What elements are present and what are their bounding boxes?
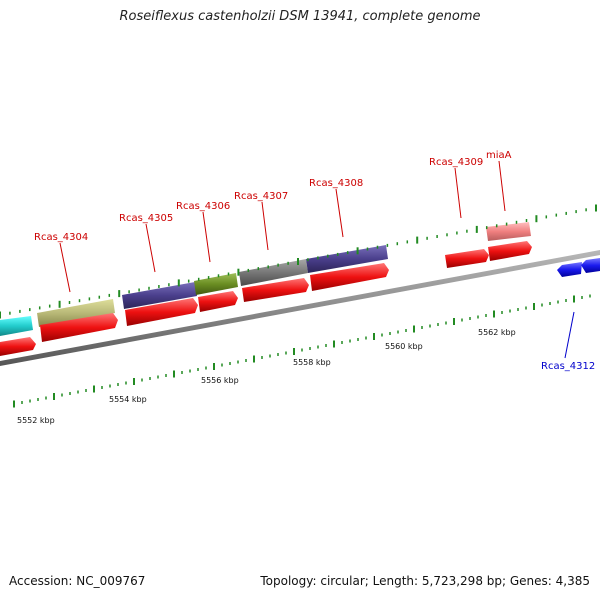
gene-arrow: [581, 258, 600, 273]
topology-footer: Topology: circular; Length: 5,723,298 bp…: [260, 574, 590, 588]
gene-label-rcas-4309[interactable]: Rcas_4309: [429, 157, 483, 168]
gene-arrow-rcas-4312: [557, 262, 582, 277]
feature-bar-rcas-4306: [194, 273, 238, 295]
map-title: Roseiflexus castenholzii DSM 13941, comp…: [119, 9, 481, 24]
scale-label-5556: 5556 kbp: [201, 376, 239, 385]
gene-label-leaders: [59, 160, 575, 359]
gene-label-rcas-4307[interactable]: Rcas_4307: [234, 191, 288, 202]
gene-label-rcas-4304[interactable]: Rcas_4304: [34, 232, 88, 243]
scale-label-5554: 5554 kbp: [109, 395, 147, 404]
scale-label-5560: 5560 kbp: [385, 342, 423, 351]
leader-rcas-4305: [145, 223, 156, 273]
gene-label-rcas-4306[interactable]: Rcas_4306: [176, 201, 230, 212]
leader-rcas-4304: [59, 242, 71, 293]
scale-tick-track: [13, 294, 591, 408]
leader-rcas-4309: [454, 167, 462, 219]
gene-arrow: [310, 263, 389, 291]
gene-label-rcas-4312[interactable]: Rcas_4312: [541, 361, 595, 372]
gene-arrow: [445, 249, 489, 268]
feature-bar-rcas-4307: [239, 259, 308, 286]
gene-arrow: [125, 298, 198, 326]
gene-arrow: [0, 337, 36, 356]
gene-label-rcas-4308[interactable]: Rcas_4308: [309, 178, 363, 189]
gene-label-miaa[interactable]: miaA: [486, 150, 512, 161]
scale-label-5558: 5558 kbp: [293, 358, 331, 367]
gene-arrow: [488, 241, 532, 261]
leader-rcas-4307: [261, 201, 269, 251]
feature-bar-miaa: [486, 222, 531, 241]
reverse-gene-track: [557, 258, 600, 277]
scale-label-5562: 5562 kbp: [478, 328, 516, 337]
scale-label-5552: 5552 kbp: [17, 416, 55, 425]
gene-label-rcas-4305[interactable]: Rcas_4305: [119, 213, 173, 224]
gene-arrow: [242, 278, 309, 302]
feature-bar-khaki: [37, 299, 115, 327]
gene-arrow: [40, 313, 118, 342]
feature-bar-rcas-4305: [122, 282, 197, 309]
feature-bar-cyan: [0, 316, 33, 336]
genome-backbone: [0, 250, 600, 366]
leader-rcas-4308: [335, 188, 344, 238]
gene-arrow: [198, 291, 238, 312]
gene-arrow-track: [0, 241, 532, 356]
minor-tick-track-top: [0, 204, 597, 319]
feature-bar-rcas-4308: [306, 245, 388, 273]
leader-rcas-4312: [564, 311, 575, 359]
accession-footer: Accession: NC_009767: [9, 574, 146, 588]
leader-miaa: [498, 160, 506, 212]
leader-rcas-4306: [202, 211, 211, 263]
